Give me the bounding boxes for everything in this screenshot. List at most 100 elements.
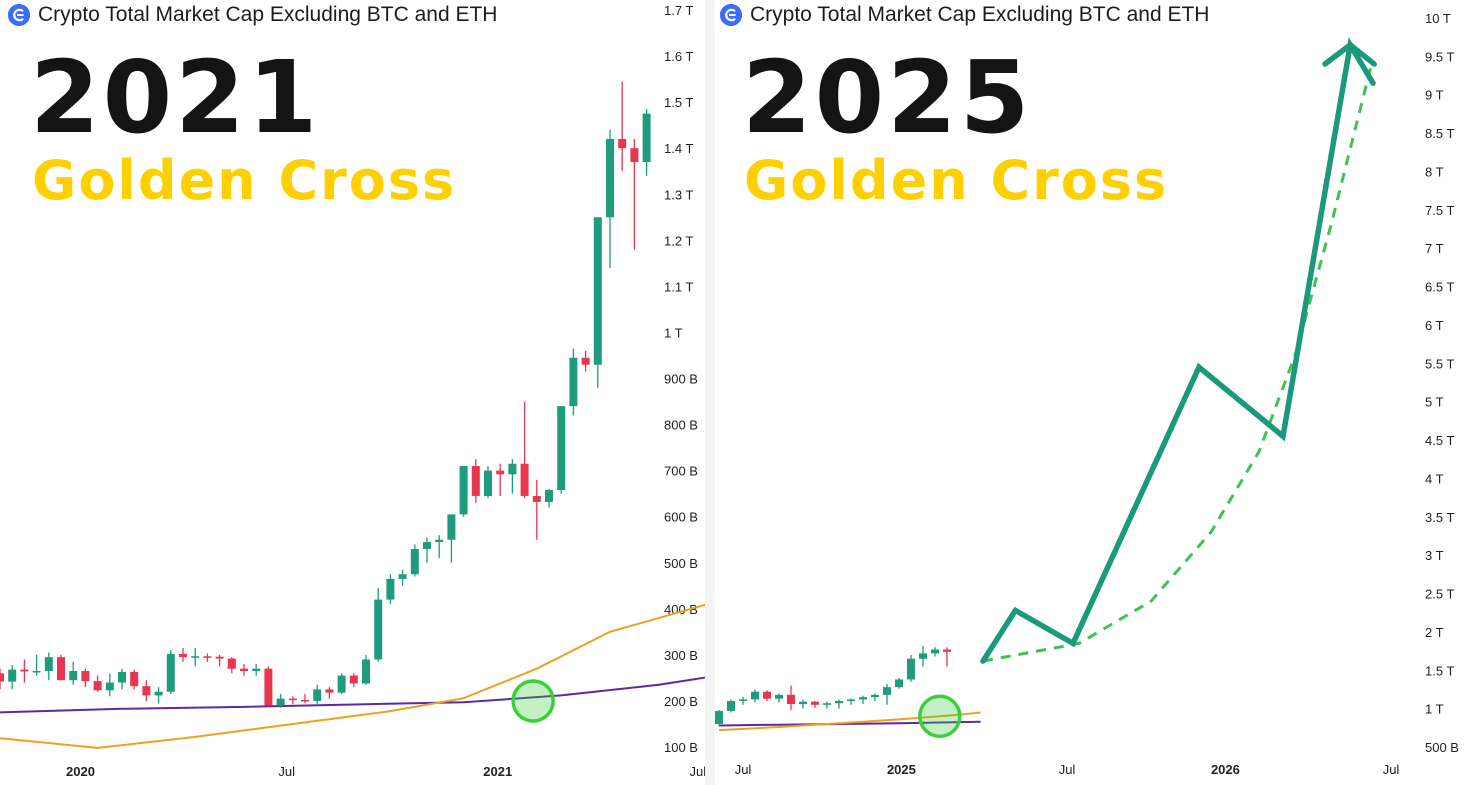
candle-body xyxy=(763,691,771,699)
y-tick-label: 1.3 T xyxy=(664,187,693,202)
y-tick-label: 2 T xyxy=(1425,625,1444,640)
exchange-logo-icon xyxy=(8,4,30,26)
candle-body xyxy=(203,656,212,658)
x-tick-label: 2026 xyxy=(1211,762,1240,777)
y-tick-label: 1.1 T xyxy=(664,279,693,294)
headline-year: 2025 xyxy=(742,39,1033,156)
candle-body xyxy=(642,113,651,163)
candle-body xyxy=(398,574,407,579)
golden-cross-marker xyxy=(511,679,555,723)
candle-body xyxy=(44,657,53,671)
candle-body xyxy=(0,673,4,682)
y-tick-label: 10 T xyxy=(1425,11,1451,26)
y-tick-label: 4.5 T xyxy=(1425,433,1454,448)
y-tick-label: 500 B xyxy=(664,556,698,571)
y-tick-label: 600 B xyxy=(664,510,698,525)
y-tick-label: 1.2 T xyxy=(664,233,693,248)
headline-golden-cross: Golden Cross xyxy=(32,149,457,212)
candle-body xyxy=(435,539,444,543)
candle-body xyxy=(715,710,723,724)
candle-body xyxy=(142,686,151,696)
candle-body xyxy=(130,671,139,687)
y-tick-label: 6.5 T xyxy=(1425,280,1454,295)
y-tick-label: 8.5 T xyxy=(1425,126,1454,141)
y-tick-label: 2.5 T xyxy=(1425,587,1454,602)
candle-body xyxy=(166,653,175,692)
candle-body xyxy=(191,656,200,658)
y-tick-label: 300 B xyxy=(664,648,698,663)
candle-body xyxy=(8,669,17,682)
x-tick-label: Jul xyxy=(1059,762,1076,777)
candle-body xyxy=(32,670,41,673)
candle-body xyxy=(240,668,248,671)
y-tick-label: 4 T xyxy=(1425,471,1444,486)
y-tick-label: 5.5 T xyxy=(1425,356,1454,371)
candle-body xyxy=(871,694,879,698)
candle-body xyxy=(386,578,395,600)
candle-body xyxy=(20,669,29,672)
candle-body xyxy=(69,670,78,681)
y-tick-label: 500 B xyxy=(1425,740,1459,755)
chart-canvas-2021: 100 B 200 B 300 B 400 B 500 B 600 B 700 B 800 B… xyxy=(0,3,712,779)
chart-header: Crypto Total Market Cap Excluding BTC an… xyxy=(8,3,497,27)
headline-year: 2021 xyxy=(30,39,321,156)
candle-body xyxy=(252,668,261,671)
candle-body xyxy=(727,700,735,711)
candle-body xyxy=(569,357,578,407)
y-tick-label: 3 T xyxy=(1425,548,1444,563)
candle-body xyxy=(931,649,939,654)
y-tick-label: 1 T xyxy=(664,325,683,340)
moving-average-fast-line xyxy=(0,601,712,749)
candle-body xyxy=(775,694,783,699)
candle-body xyxy=(362,659,370,684)
candle-body xyxy=(276,698,285,706)
y-tick-label: 900 B xyxy=(664,372,698,387)
y-tick-label: 1.5 T xyxy=(1425,663,1454,678)
candle-body xyxy=(423,542,431,549)
candle-body xyxy=(520,463,529,496)
candle-body xyxy=(739,699,747,701)
candle-body xyxy=(337,675,346,693)
y-tick-label: 9.5 T xyxy=(1425,49,1454,64)
candle-body xyxy=(895,679,903,688)
y-tick-label: 7.5 T xyxy=(1425,203,1454,218)
x-tick-label: Jul xyxy=(735,762,752,777)
candle-body xyxy=(811,701,819,705)
candle-body xyxy=(606,138,614,218)
y-tick-label: 1.4 T xyxy=(664,141,693,156)
y-tick-label: 1.5 T xyxy=(664,95,693,110)
chart-panel-2021: 100 B 200 B 300 B 400 B 500 B 600 B 700 B 800 B… xyxy=(0,0,712,785)
candle-body xyxy=(374,599,383,660)
x-tick-label: Jul xyxy=(1383,762,1400,777)
candle-body xyxy=(508,463,517,475)
y-tick-label: 1.6 T xyxy=(664,49,693,64)
y-tick-label: 1.7 T xyxy=(664,3,693,18)
candle-body xyxy=(532,495,541,502)
candle-body xyxy=(751,691,759,700)
candle-body xyxy=(581,357,590,365)
projection-arrowhead xyxy=(1322,41,1377,67)
y-tick-label: 100 B xyxy=(664,740,698,755)
candle-body xyxy=(593,217,602,365)
x-tick-label: 2020 xyxy=(66,764,95,779)
candle-body xyxy=(93,681,102,691)
chart-header: Crypto Total Market Cap Excluding BTC an… xyxy=(720,3,1209,27)
candle-body xyxy=(496,470,505,475)
candle-body xyxy=(301,700,309,702)
candle-body xyxy=(459,466,468,515)
candle-body xyxy=(325,689,334,693)
moving-average-fast-line xyxy=(718,711,981,732)
candle-body xyxy=(883,687,891,695)
candle-body xyxy=(179,653,187,658)
y-tick-label: 7 T xyxy=(1425,241,1444,256)
exchange-logo-icon xyxy=(720,4,742,26)
y-tick-label: 800 B xyxy=(664,418,698,433)
candle-body xyxy=(823,703,831,705)
moving-average-slow-line xyxy=(0,675,712,714)
candle-body xyxy=(484,470,492,496)
candle-body xyxy=(105,682,114,691)
candle-body xyxy=(447,514,456,540)
y-tick-label: 3.5 T xyxy=(1425,510,1454,525)
golden-cross-marker xyxy=(918,694,962,739)
candle-body xyxy=(557,406,566,490)
